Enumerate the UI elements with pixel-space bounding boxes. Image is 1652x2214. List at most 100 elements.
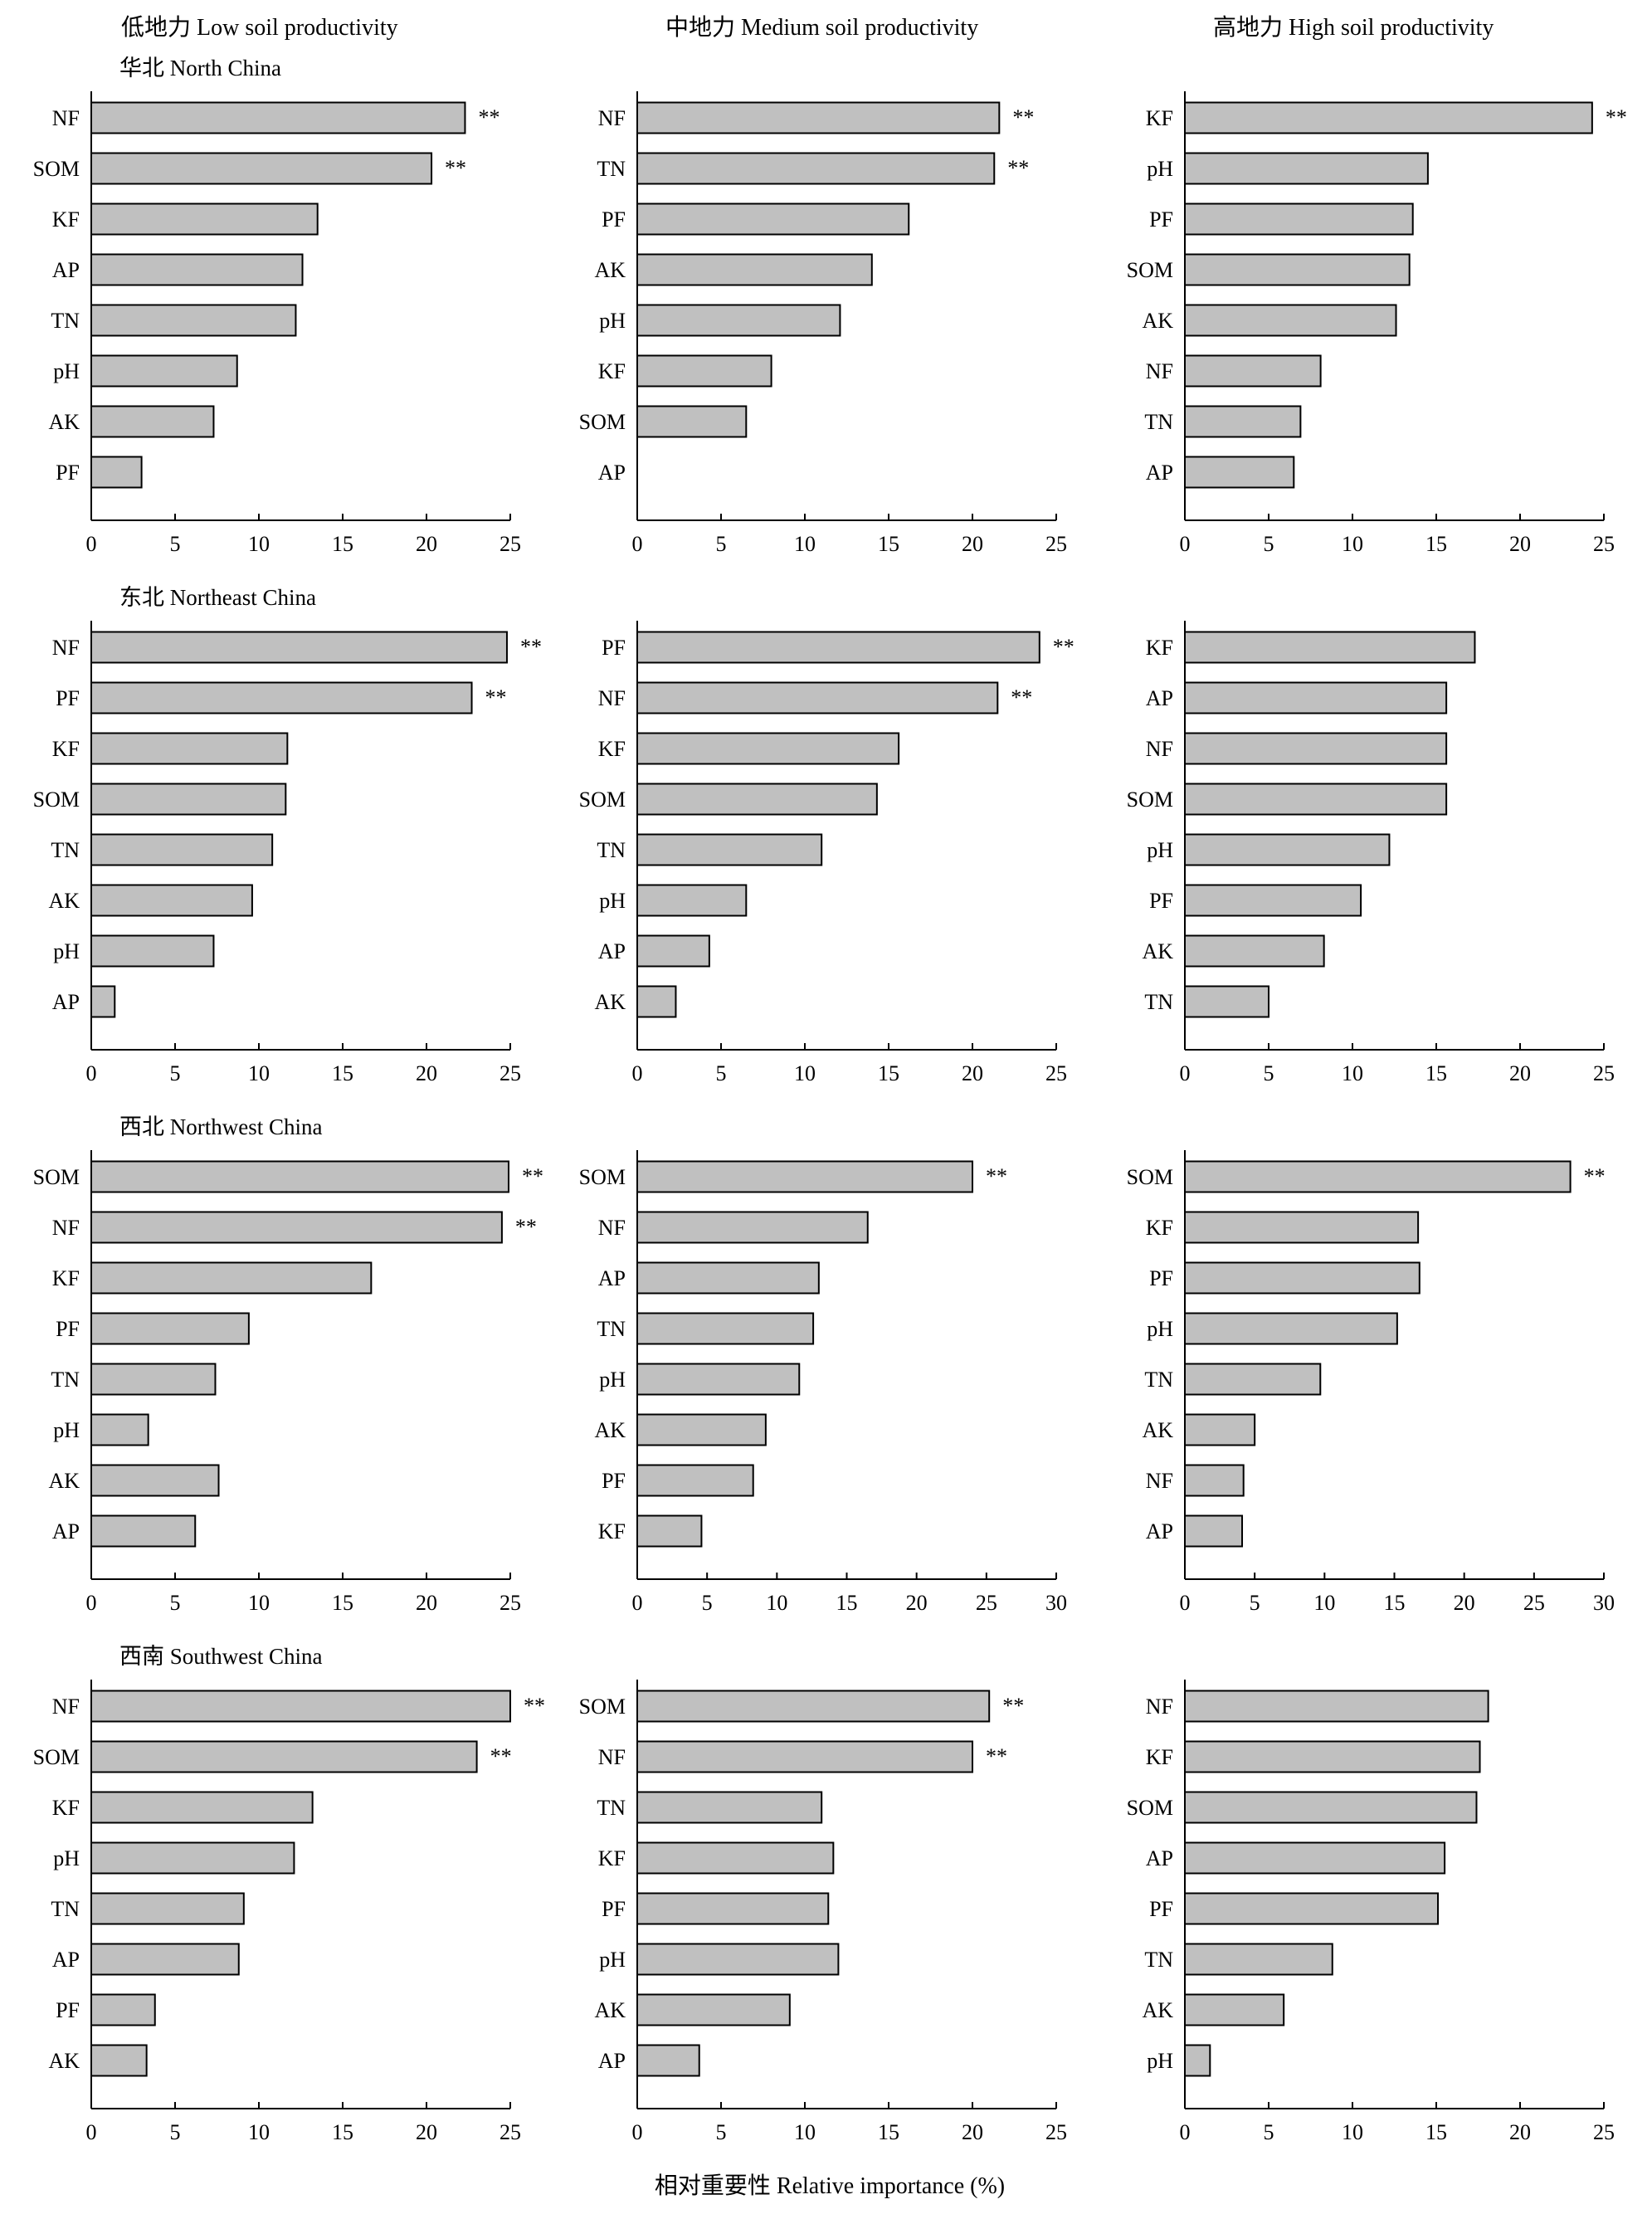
bar-tn bbox=[636, 1791, 823, 1824]
bar-tn bbox=[90, 1892, 245, 1925]
x-tick-label: 0 bbox=[1180, 1061, 1191, 1085]
significance-marker: ** bbox=[445, 156, 466, 180]
category-label: NF bbox=[52, 106, 80, 130]
category-label: NF bbox=[598, 1216, 626, 1240]
bar-ak bbox=[636, 1993, 791, 2026]
bar-tn bbox=[90, 833, 274, 866]
x-tick-label: 15 bbox=[878, 532, 899, 556]
panel-r4-c2: 0 5 10 15 20 25 SOM ** NF ** TN KF PF pH AK AP bbox=[579, 1680, 1067, 2144]
x-tick-label: 10 bbox=[794, 532, 816, 556]
panel-r3-c2: 0 5 10 15 20 25 30 SOM ** NF AP TN pH AK PF KF bbox=[579, 1150, 1067, 1615]
bar-ak bbox=[90, 1464, 220, 1497]
x-tick-label: 10 bbox=[1342, 2120, 1363, 2144]
category-label: AP bbox=[598, 461, 626, 485]
category-label: PF bbox=[602, 1469, 626, 1493]
category-label: pH bbox=[53, 359, 80, 383]
bar-ap bbox=[90, 1943, 240, 1976]
category-label: AK bbox=[48, 889, 80, 913]
category-label: PF bbox=[1149, 889, 1173, 913]
category-label: PF bbox=[56, 1317, 80, 1341]
x-tick-label: 15 bbox=[836, 1591, 858, 1615]
x-tick-label: 30 bbox=[1045, 1591, 1067, 1615]
category-label: AP bbox=[52, 1519, 80, 1543]
bar-nf bbox=[90, 631, 508, 664]
category-label: AK bbox=[1142, 1998, 1173, 2022]
significance-marker: ** bbox=[485, 685, 507, 710]
x-tick-label: 5 bbox=[1250, 1591, 1260, 1615]
category-label: AP bbox=[598, 2049, 626, 2073]
bar-tn bbox=[1184, 1363, 1322, 1396]
category-label: AK bbox=[48, 2049, 80, 2073]
category-label: TN bbox=[597, 1796, 626, 1820]
category-label: KF bbox=[52, 737, 80, 761]
bar-som bbox=[90, 152, 433, 185]
significance-marker: ** bbox=[520, 635, 542, 659]
x-tick-label: 10 bbox=[248, 532, 270, 556]
category-label: NF bbox=[52, 1216, 80, 1240]
bar-pf bbox=[90, 1993, 156, 2026]
x-tick-label: 5 bbox=[702, 1591, 713, 1615]
x-tick-label: 15 bbox=[332, 1591, 353, 1615]
category-label: PF bbox=[1149, 1266, 1173, 1290]
x-tick-label: 20 bbox=[1509, 1061, 1531, 1085]
category-label: TN bbox=[1144, 410, 1173, 434]
x-tick-label: 15 bbox=[332, 1061, 353, 1085]
x-tick-label: 5 bbox=[170, 2120, 181, 2144]
x-tick-label: 0 bbox=[632, 1061, 643, 1085]
x-tick-label: 5 bbox=[170, 1061, 181, 1085]
x-tick-label: 0 bbox=[86, 2120, 97, 2144]
bar-som bbox=[1184, 1791, 1478, 1824]
category-label: pH bbox=[599, 1948, 626, 1972]
x-tick-label: 25 bbox=[1593, 2120, 1615, 2144]
category-label: SOM bbox=[1127, 1165, 1173, 1189]
bar-kf bbox=[1184, 1211, 1420, 1244]
bar-tn bbox=[1184, 1943, 1333, 1976]
bar-nf bbox=[1184, 732, 1448, 765]
panel-r3-c3: 0 5 10 15 20 25 30 SOM ** KF PF pH TN AK NF AP bbox=[1127, 1150, 1615, 1615]
bar-ak bbox=[636, 1413, 767, 1446]
x-tick-label: 15 bbox=[332, 532, 353, 556]
x-tick-label: 20 bbox=[416, 1591, 437, 1615]
category-label: KF bbox=[1146, 636, 1173, 660]
x-tick-label: 10 bbox=[794, 1061, 816, 1085]
category-label: AK bbox=[1142, 1418, 1173, 1442]
category-label: AK bbox=[1142, 939, 1173, 963]
x-tick-label: 20 bbox=[1509, 532, 1531, 556]
category-label: NF bbox=[52, 1695, 80, 1719]
category-label: SOM bbox=[579, 1165, 626, 1189]
bar-ph bbox=[636, 884, 748, 917]
panel-r1-c2: 0 5 10 15 20 25 NF ** TN ** PF AK pH KF SOM AP bbox=[579, 91, 1067, 556]
bar-ap bbox=[636, 1261, 820, 1295]
category-label: KF bbox=[1146, 106, 1173, 130]
significance-marker: ** bbox=[515, 1215, 537, 1239]
bar-ak bbox=[90, 405, 215, 438]
bar-kf bbox=[90, 1791, 314, 1824]
category-label: KF bbox=[598, 737, 626, 761]
category-label: pH bbox=[53, 939, 80, 963]
x-tick-label: 20 bbox=[1454, 1591, 1475, 1615]
bar-nf bbox=[636, 101, 1001, 134]
bar-pf bbox=[90, 456, 143, 489]
bar-ap bbox=[1184, 456, 1295, 489]
bar-ak bbox=[90, 2044, 148, 2077]
x-tick-label: 30 bbox=[1593, 1591, 1615, 1615]
bar-pf bbox=[1184, 1892, 1440, 1925]
x-tick-label: 25 bbox=[1045, 2120, 1067, 2144]
x-tick-label: 0 bbox=[1180, 2120, 1191, 2144]
bar-nf bbox=[90, 1211, 503, 1244]
category-label: AK bbox=[594, 1998, 626, 2022]
x-tick-label: 15 bbox=[1425, 532, 1447, 556]
category-label: SOM bbox=[33, 788, 80, 812]
category-label: PF bbox=[602, 207, 626, 232]
x-tick-label: 5 bbox=[1264, 1061, 1274, 1085]
bar-pf bbox=[90, 1312, 250, 1345]
significance-marker: ** bbox=[478, 105, 499, 129]
bar-ap bbox=[90, 253, 304, 286]
panel-r2-c3: 0 5 10 15 20 25 KF AP NF SOM pH PF AK TN bbox=[1127, 621, 1615, 1085]
category-label: PF bbox=[602, 636, 626, 660]
category-label: TN bbox=[51, 838, 80, 862]
bar-ap bbox=[90, 985, 116, 1018]
bar-ph bbox=[90, 354, 238, 388]
bar-kf bbox=[1184, 631, 1476, 664]
category-label: AP bbox=[52, 1948, 80, 1972]
